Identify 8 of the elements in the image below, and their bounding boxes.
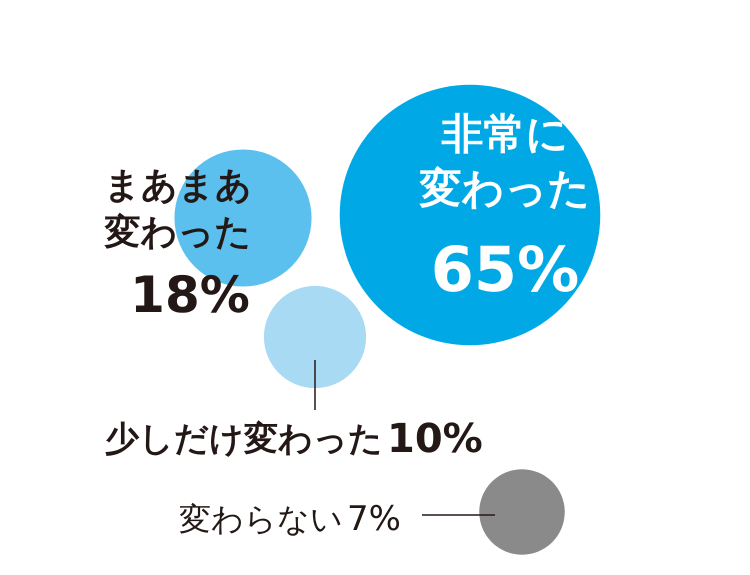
category-label: まあまあ変わった [104,165,252,253]
category-label: 少しだけ変わった [105,419,383,459]
data-label: 18% [130,266,250,324]
data-label: 65% [430,233,580,306]
data-label: 7% [347,499,401,539]
category-label: 変わらない [179,500,343,538]
data-label: 10% [387,416,483,462]
category-label: 非常に変わった [418,109,590,213]
